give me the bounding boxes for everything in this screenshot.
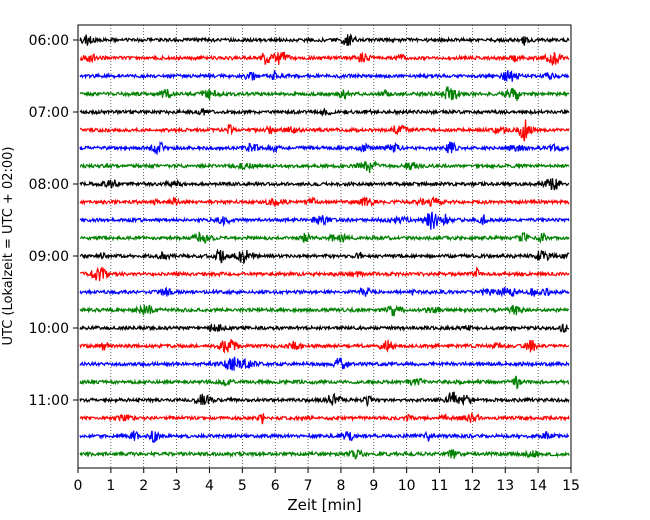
seismic-trace xyxy=(79,160,570,174)
x-tick-label: 10 xyxy=(398,478,416,494)
seismic-trace xyxy=(79,356,570,371)
x-axis-ticks: 0 1 2 3 4 5 6 7 8 9 10 11 12 13 14 15 xyxy=(74,468,580,494)
seismic-trace xyxy=(79,322,570,334)
x-tick-label: 2 xyxy=(139,478,148,494)
seismic-trace xyxy=(79,211,570,230)
seismic-trace xyxy=(79,140,570,155)
seismic-trace xyxy=(79,195,570,208)
y-tick-label: 10:00 xyxy=(29,321,69,337)
seismic-trace xyxy=(79,51,570,66)
seismic-trace xyxy=(79,375,569,390)
seismic-trace xyxy=(79,412,570,425)
x-tick-label: 6 xyxy=(271,478,280,494)
y-tick-label: 07:00 xyxy=(29,105,69,121)
x-tick-label: 9 xyxy=(369,478,378,494)
seismic-trace xyxy=(79,33,570,46)
y-tick-label: 09:00 xyxy=(29,249,69,265)
x-tick-label: 1 xyxy=(106,478,115,494)
x-tick-label: 14 xyxy=(529,478,547,494)
seismic-trace xyxy=(79,69,570,83)
x-axis-label: Zeit [min] xyxy=(287,496,361,514)
x-tick-label: 7 xyxy=(304,478,313,494)
seismic-traces xyxy=(79,33,570,460)
x-tick-label: 15 xyxy=(562,478,580,494)
seismic-trace xyxy=(79,85,570,101)
seismic-trace xyxy=(79,231,570,244)
seismic-trace xyxy=(79,339,570,354)
seismic-trace xyxy=(79,448,570,460)
seismic-trace xyxy=(79,107,570,117)
seismic-trace xyxy=(79,119,570,142)
x-tick-label: 8 xyxy=(336,478,345,494)
minute-grid xyxy=(110,25,539,468)
x-tick-label: 3 xyxy=(172,478,181,494)
y-axis-ticks: 06:00 07:00 08:00 09:00 10:00 11:00 xyxy=(29,33,78,409)
seismic-trace xyxy=(79,248,570,265)
y-tick-label: 11:00 xyxy=(29,393,69,409)
x-tick-label: 0 xyxy=(74,478,83,494)
seismic-trace xyxy=(79,304,570,317)
seismic-trace xyxy=(79,430,569,444)
seismic-trace xyxy=(79,286,570,298)
x-tick-label: 13 xyxy=(496,478,514,494)
x-tick-label: 5 xyxy=(238,478,247,494)
x-tick-label: 4 xyxy=(205,478,214,494)
x-tick-label: 11 xyxy=(431,478,449,494)
seismic-trace xyxy=(79,391,570,408)
seismic-trace xyxy=(80,266,570,281)
y-tick-label: 08:00 xyxy=(29,177,69,193)
plot-frame xyxy=(77,24,572,469)
x-tick-label: 12 xyxy=(463,478,481,494)
y-tick-label: 06:00 xyxy=(29,33,69,49)
y-axis-label: UTC (Lokalzeit = UTC + 02:00) xyxy=(1,147,16,346)
seismic-trace xyxy=(79,178,570,191)
